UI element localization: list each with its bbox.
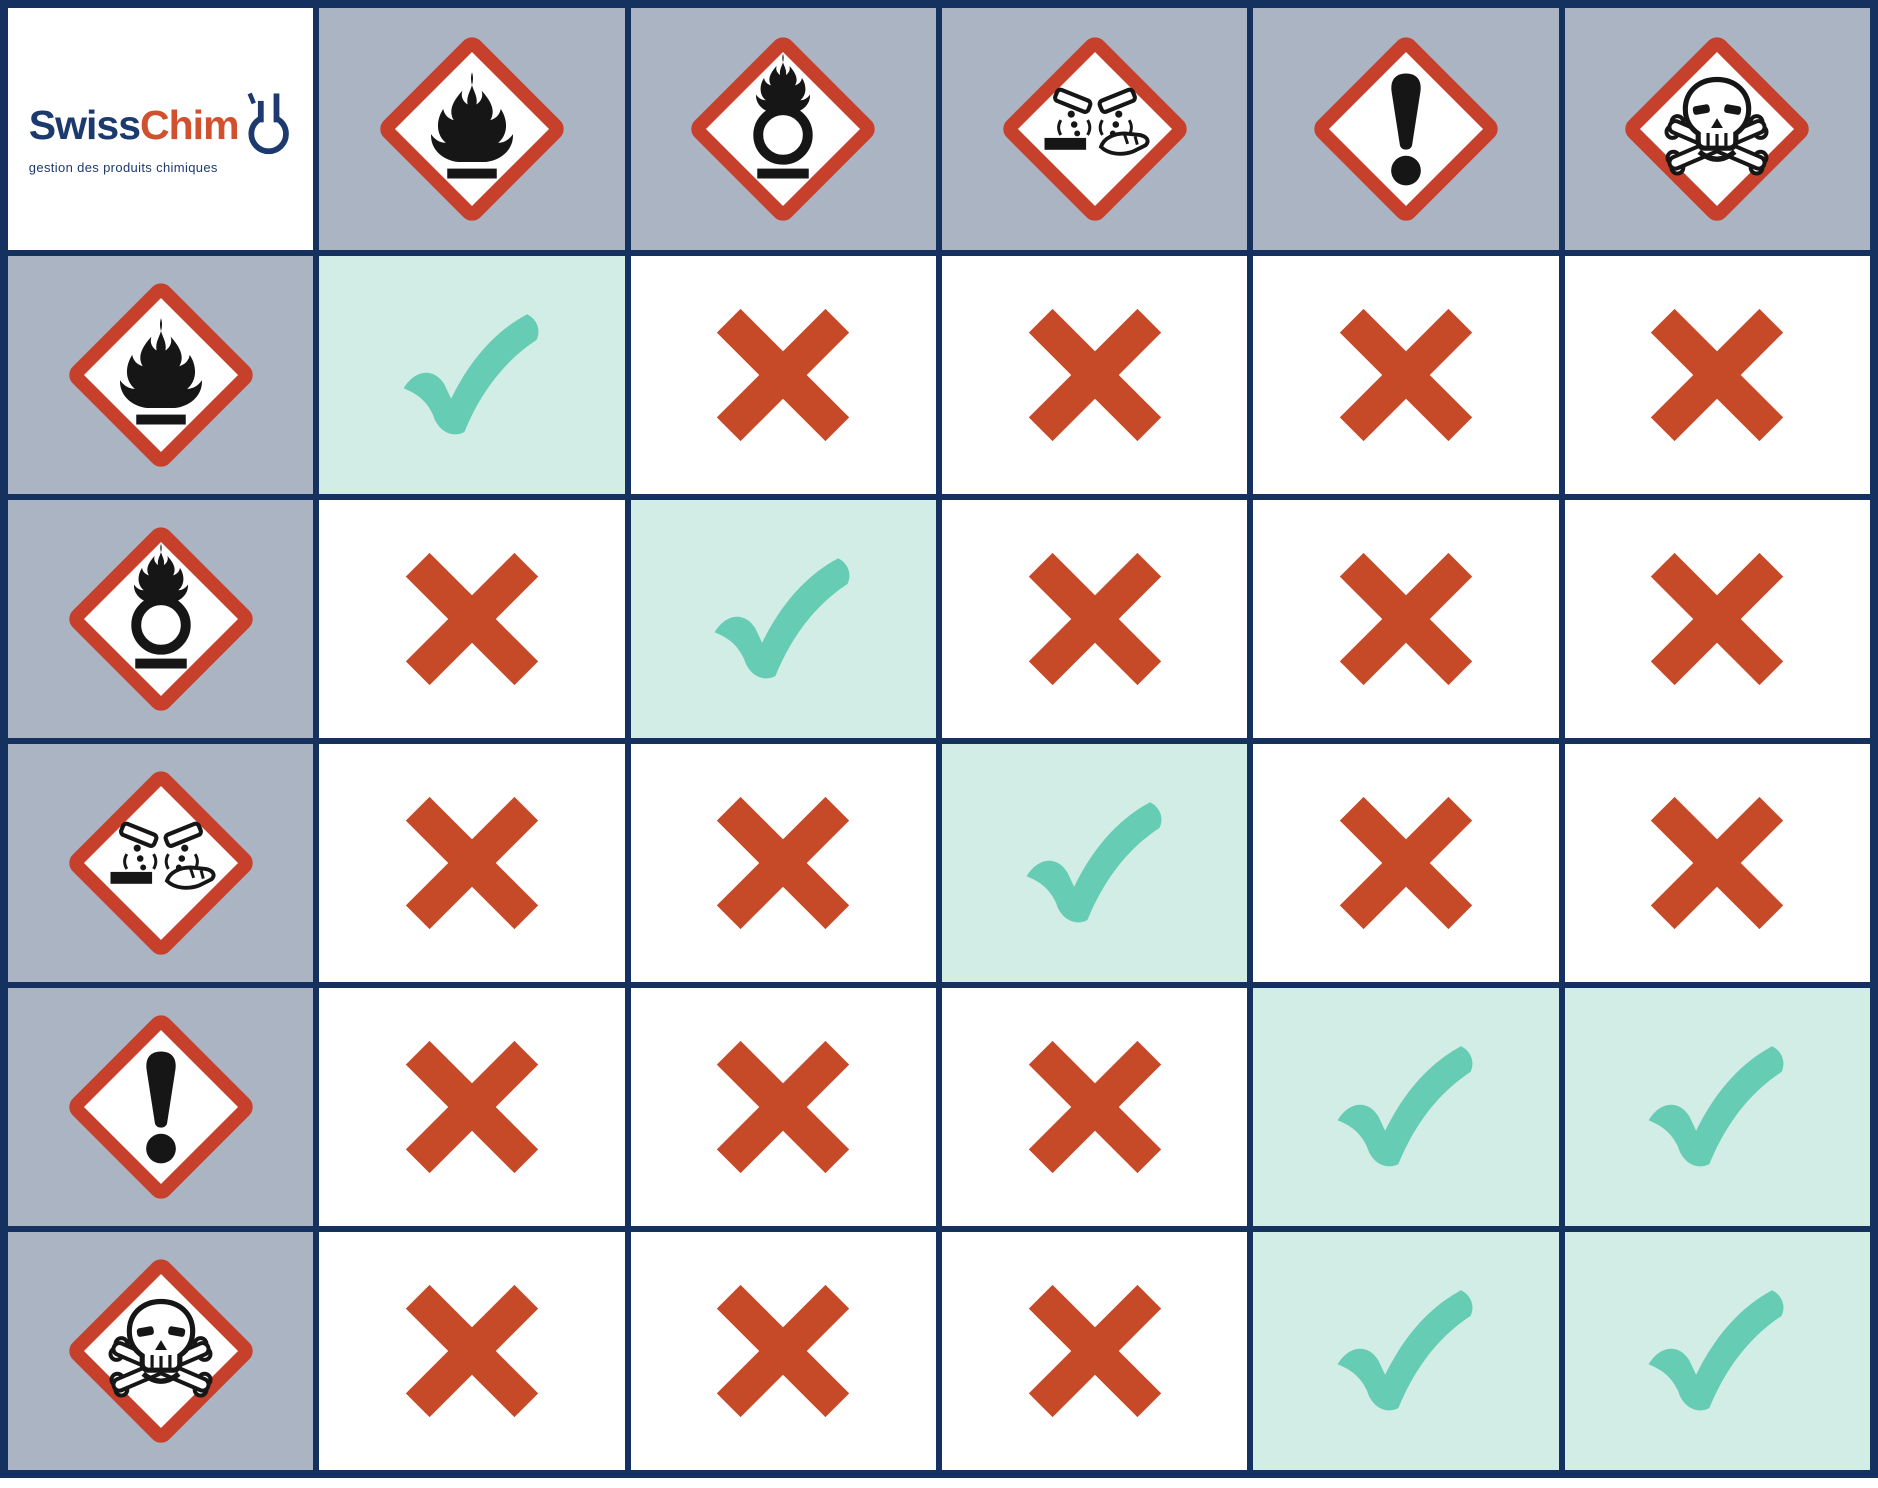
- matrix-cell-corrosive-flammable: [319, 744, 625, 982]
- logo-cell: SwissChim gestion des produits chimiques: [8, 8, 314, 250]
- cross-icon: [1015, 1271, 1175, 1431]
- cross-icon: [1015, 295, 1175, 455]
- matrix-cell-flammable-flammable: [319, 256, 625, 494]
- flask-icon: [247, 92, 289, 155]
- column-header-corrosive: [942, 8, 1248, 250]
- matrix-cell-corrosive-toxic: [1564, 744, 1870, 982]
- logo: SwissChim gestion des produits chimiques: [29, 91, 293, 175]
- matrix-cell-irritant-corrosive: [942, 988, 1248, 1226]
- cross-icon: [392, 539, 552, 699]
- corrosion-icon: [996, 30, 1194, 228]
- matrix-cell-oxidizing-oxidizing: [630, 500, 936, 738]
- row-header-flammable: [8, 256, 314, 494]
- matrix-cell-corrosive-irritant: [1253, 744, 1559, 982]
- matrix-cell-oxidizing-corrosive: [942, 500, 1248, 738]
- matrix-cell-toxic-irritant: [1253, 1232, 1559, 1470]
- matrix-cell-flammable-corrosive: [942, 256, 1248, 494]
- matrix-cell-toxic-toxic: [1564, 1232, 1870, 1470]
- matrix-cell-corrosive-corrosive: [942, 744, 1248, 982]
- cross-icon: [1637, 539, 1797, 699]
- matrix-cell-flammable-irritant: [1253, 256, 1559, 494]
- matrix-cell-oxidizing-flammable: [319, 500, 625, 738]
- cross-icon: [1637, 295, 1797, 455]
- matrix-cell-corrosive-oxidizing: [630, 744, 936, 982]
- cross-icon: [1015, 1027, 1175, 1187]
- check-icon: [688, 524, 878, 714]
- row-header-toxic: [8, 1232, 314, 1470]
- exclamation-mark-icon: [1307, 30, 1505, 228]
- check-icon: [377, 280, 567, 470]
- cross-icon: [703, 1027, 863, 1187]
- check-icon: [1622, 1256, 1812, 1446]
- cross-icon: [392, 1027, 552, 1187]
- row-header-irritant: [8, 988, 314, 1226]
- column-header-irritant: [1253, 8, 1559, 250]
- matrix-cell-irritant-toxic: [1564, 988, 1870, 1226]
- cross-icon: [1326, 539, 1486, 699]
- flame-icon: [373, 30, 571, 228]
- corrosion-icon: [62, 764, 260, 962]
- matrix-cell-toxic-flammable: [319, 1232, 625, 1470]
- cross-icon: [703, 295, 863, 455]
- cross-icon: [1637, 783, 1797, 943]
- row-header-oxidizing: [8, 500, 314, 738]
- cross-icon: [703, 1271, 863, 1431]
- cross-icon: [1015, 539, 1175, 699]
- row-header-corrosive: [8, 744, 314, 982]
- matrix-cell-flammable-toxic: [1564, 256, 1870, 494]
- check-icon: [1622, 1012, 1812, 1202]
- column-header-oxidizing: [630, 8, 936, 250]
- logo-text-chim: Chim: [140, 102, 239, 148]
- flame-over-circle-icon: [62, 520, 260, 718]
- matrix-cell-irritant-irritant: [1253, 988, 1559, 1226]
- exclamation-mark-icon: [62, 1008, 260, 1206]
- matrix-cell-irritant-flammable: [319, 988, 625, 1226]
- matrix-cell-flammable-oxidizing: [630, 256, 936, 494]
- logo-tagline: gestion des produits chimiques: [28, 160, 218, 175]
- check-icon: [1311, 1256, 1501, 1446]
- cross-icon: [1326, 295, 1486, 455]
- check-icon: [1311, 1012, 1501, 1202]
- logo-text: SwissChim: [28, 91, 240, 148]
- check-icon: [1000, 768, 1190, 958]
- matrix-cell-toxic-oxidizing: [630, 1232, 936, 1470]
- skull-crossbones-icon: [62, 1252, 260, 1450]
- cross-icon: [703, 783, 863, 943]
- matrix-cell-irritant-oxidizing: [630, 988, 936, 1226]
- matrix-cell-oxidizing-irritant: [1253, 500, 1559, 738]
- flame-over-circle-icon: [684, 30, 882, 228]
- cross-icon: [1326, 783, 1486, 943]
- matrix-cell-toxic-corrosive: [942, 1232, 1248, 1470]
- cross-icon: [392, 1271, 552, 1431]
- skull-crossbones-icon: [1618, 30, 1816, 228]
- flame-icon: [62, 276, 260, 474]
- logo-text-swiss: Swiss: [28, 102, 141, 148]
- matrix-cell-oxidizing-toxic: [1564, 500, 1870, 738]
- cross-icon: [392, 783, 552, 943]
- column-header-flammable: [319, 8, 625, 250]
- column-header-toxic: [1564, 8, 1870, 250]
